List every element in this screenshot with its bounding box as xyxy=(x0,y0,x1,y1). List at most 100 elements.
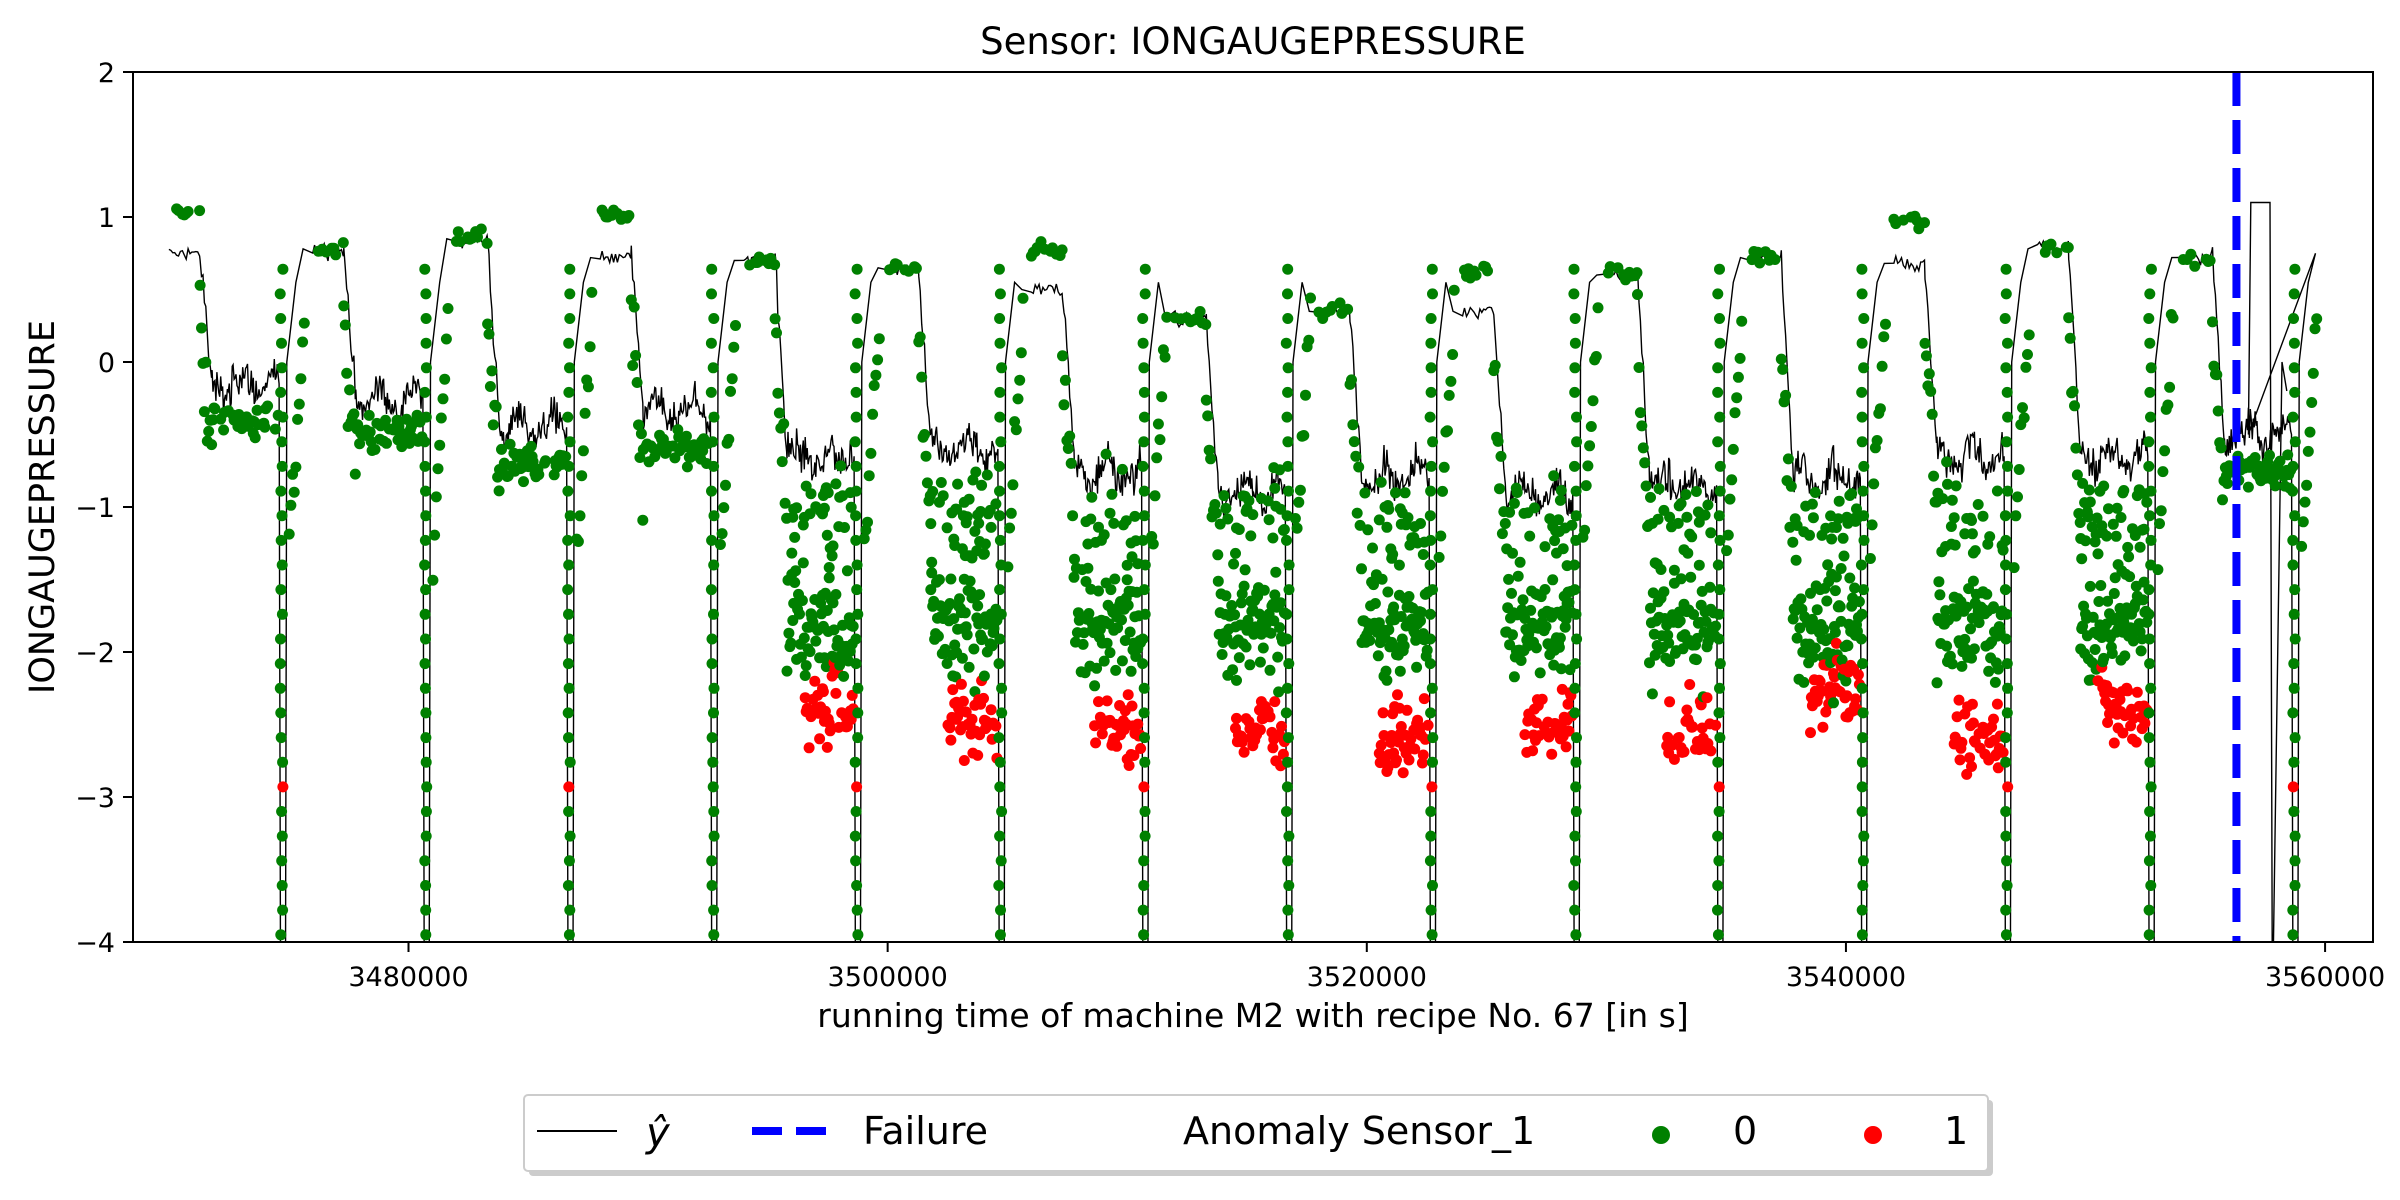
anomaly-1-point xyxy=(1392,689,1403,701)
anomaly-0-point xyxy=(1876,360,1888,372)
anomaly-0-point xyxy=(1390,487,1401,499)
anomaly-0-point xyxy=(1138,436,1150,448)
anomaly-0-point xyxy=(1282,263,1294,275)
anomaly-0-point xyxy=(1540,621,1552,633)
anomaly-0-point xyxy=(276,337,287,349)
anomaly-0-point xyxy=(1946,658,1958,670)
anomaly-0-point xyxy=(2302,445,2314,457)
anomaly-0-point xyxy=(564,436,576,448)
anomaly-0-point xyxy=(1734,352,1746,364)
anomaly-1-point xyxy=(972,749,984,761)
anomaly-0-point xyxy=(1548,470,1560,482)
anomaly-0-point xyxy=(1068,571,1080,583)
anomaly-0-point xyxy=(1920,350,1932,362)
anomaly-0-point xyxy=(1494,483,1505,495)
anomaly-0-point xyxy=(1507,547,1518,559)
anomaly-0-point xyxy=(1856,806,1868,817)
anomaly-0-point xyxy=(1283,559,1295,571)
anomaly-0-point xyxy=(1229,609,1241,621)
anomaly-0-point xyxy=(1159,351,1171,363)
anomaly-0-point xyxy=(2089,644,2101,655)
anomaly-0-point xyxy=(1056,244,1068,256)
anomaly-0-point xyxy=(1442,425,1453,437)
anomaly-0-point xyxy=(420,830,432,842)
anomaly-0-point xyxy=(2145,781,2157,793)
anomaly-0-point xyxy=(707,362,719,374)
anomaly-0-point xyxy=(2144,806,2156,817)
anomaly-0-point xyxy=(1218,490,1230,502)
anomaly-0-point xyxy=(1704,581,1716,593)
legend-anomaly-title: Anomaly Sensor_1 xyxy=(1183,1109,1535,1153)
anomaly-1-point xyxy=(1710,719,1722,731)
anomaly-0-point xyxy=(2143,732,2155,744)
anomaly-1-point xyxy=(1101,695,1113,707)
anomaly-0-point xyxy=(563,633,575,645)
anomaly-0-point xyxy=(796,595,808,606)
anomaly-0-point xyxy=(380,414,391,426)
anomaly-0-point xyxy=(1154,434,1166,446)
anomaly-0-point xyxy=(935,477,947,488)
anomaly-1-point xyxy=(1964,752,1976,764)
anomaly-0-point xyxy=(631,377,643,388)
anomaly-0-point xyxy=(791,502,803,514)
anomaly-0-point xyxy=(1399,487,1411,499)
anomaly-1-point xyxy=(1678,746,1690,758)
anomaly-0-point xyxy=(562,411,574,423)
anomaly-0-point xyxy=(828,624,840,636)
anomaly-0-point xyxy=(2289,436,2301,448)
anomaly-1-point xyxy=(1519,729,1531,741)
anomaly-0-point xyxy=(1282,436,1294,448)
anomaly-0-point xyxy=(2189,260,2201,272)
anomaly-0-point xyxy=(1504,506,1516,518)
anomaly-0-point xyxy=(1712,929,1724,941)
anomaly-0-point xyxy=(994,411,1006,423)
anomaly-0-point xyxy=(1554,632,1566,644)
anomaly-0-point xyxy=(1858,510,1870,522)
anomaly-0-point xyxy=(1098,529,1110,541)
anomaly-0-point xyxy=(1988,601,1999,613)
anomaly-1-point xyxy=(1664,696,1676,708)
anomaly-0-point xyxy=(1688,609,1700,620)
anomaly-0-point xyxy=(1782,453,1794,465)
anomaly-0-point xyxy=(1005,507,1017,519)
anomaly-0-point xyxy=(1664,656,1676,667)
anomaly-0-point xyxy=(2143,584,2155,596)
anomaly-0-point xyxy=(1712,386,1724,398)
anomaly-0-point xyxy=(1928,470,1940,482)
anomaly-0-point xyxy=(1012,393,1024,405)
anomaly-0-point xyxy=(2217,494,2228,506)
anomaly-0-point xyxy=(1710,620,1722,632)
anomaly-0-point xyxy=(1722,529,1734,541)
anomaly-1-point xyxy=(1089,720,1101,732)
anomaly-0-point xyxy=(1424,608,1436,620)
anomaly-1-point xyxy=(1956,736,1968,748)
anomaly-0-point xyxy=(194,205,206,217)
anomaly-0-point xyxy=(1415,606,1427,618)
anomaly-0-point xyxy=(1395,611,1407,622)
anomaly-0-point xyxy=(452,226,464,238)
anomaly-0-point xyxy=(276,830,288,842)
legend-class-1-marker xyxy=(1864,1126,1882,1144)
anomaly-0-point xyxy=(206,439,218,451)
anomaly-0-point xyxy=(1350,450,1362,462)
anomaly-0-point xyxy=(275,485,287,497)
anomaly-0-point xyxy=(1282,362,1294,374)
anomaly-0-point xyxy=(850,534,862,546)
anomaly-0-point xyxy=(1064,430,1076,442)
anomaly-0-point xyxy=(771,327,782,339)
anomaly-0-point xyxy=(275,313,287,324)
anomaly-0-point xyxy=(995,855,1007,867)
anomaly-0-point xyxy=(2124,571,2136,583)
anomaly-0-point xyxy=(1645,602,1656,614)
anomaly-0-point xyxy=(850,855,862,867)
anomaly-1-point xyxy=(1128,750,1140,761)
anomaly-0-point xyxy=(1281,682,1293,694)
anomaly-0-point xyxy=(979,538,991,550)
anomaly-0-point xyxy=(432,463,444,475)
anomaly-0-point xyxy=(1507,629,1518,641)
anomaly-0-point xyxy=(2287,559,2299,571)
anomaly-1-point xyxy=(1093,696,1104,708)
anomaly-0-point xyxy=(369,444,381,455)
anomaly-0-point xyxy=(1571,633,1583,645)
anomaly-0-point xyxy=(2274,455,2286,467)
